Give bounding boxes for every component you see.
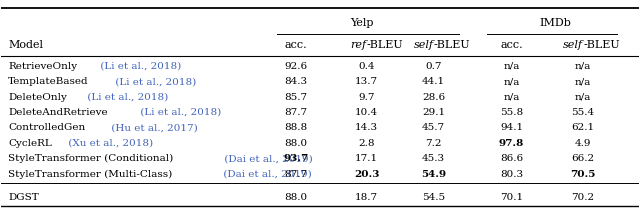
Text: -BLEU: -BLEU bbox=[434, 40, 470, 50]
Text: TemplateBased: TemplateBased bbox=[8, 77, 89, 86]
Text: 14.3: 14.3 bbox=[355, 123, 378, 132]
Text: StyleTransformer (Multi-Class): StyleTransformer (Multi-Class) bbox=[8, 169, 173, 179]
Text: CycleRL: CycleRL bbox=[8, 139, 52, 148]
Text: 0.7: 0.7 bbox=[426, 62, 442, 71]
Text: 93.7: 93.7 bbox=[283, 154, 308, 163]
Text: 70.5: 70.5 bbox=[570, 170, 596, 179]
Text: n/a: n/a bbox=[575, 62, 591, 71]
Text: ControlledGen: ControlledGen bbox=[8, 123, 86, 132]
Text: 54.5: 54.5 bbox=[422, 193, 445, 202]
Text: 92.6: 92.6 bbox=[284, 62, 307, 71]
Text: 84.3: 84.3 bbox=[284, 77, 307, 86]
Text: n/a: n/a bbox=[504, 62, 520, 71]
Text: n/a: n/a bbox=[575, 93, 591, 102]
Text: StyleTransformer (Conditional): StyleTransformer (Conditional) bbox=[8, 154, 173, 163]
Text: self: self bbox=[563, 40, 583, 50]
Text: 88.0: 88.0 bbox=[284, 139, 307, 148]
Text: ref: ref bbox=[351, 40, 367, 50]
Text: 97.8: 97.8 bbox=[499, 139, 524, 148]
Text: DeleteAndRetrieve: DeleteAndRetrieve bbox=[8, 108, 108, 117]
Text: 7.2: 7.2 bbox=[426, 139, 442, 148]
Text: (Hu et al., 2017): (Hu et al., 2017) bbox=[108, 123, 198, 132]
Text: 45.7: 45.7 bbox=[422, 123, 445, 132]
Text: 4.9: 4.9 bbox=[575, 139, 591, 148]
Text: Yelp: Yelp bbox=[349, 18, 373, 28]
Text: self: self bbox=[413, 40, 434, 50]
Text: 70.2: 70.2 bbox=[572, 193, 595, 202]
Text: n/a: n/a bbox=[575, 77, 591, 86]
Text: acc.: acc. bbox=[500, 40, 523, 50]
Text: (Xu et al., 2018): (Xu et al., 2018) bbox=[65, 139, 153, 148]
Text: (Li et al., 2018): (Li et al., 2018) bbox=[97, 62, 182, 71]
Text: (Li et al., 2018): (Li et al., 2018) bbox=[84, 93, 168, 102]
Text: n/a: n/a bbox=[504, 93, 520, 102]
Text: 62.1: 62.1 bbox=[572, 123, 595, 132]
Text: 87.7: 87.7 bbox=[284, 170, 307, 179]
Text: 9.7: 9.7 bbox=[358, 93, 375, 102]
Text: (Li et al., 2018): (Li et al., 2018) bbox=[136, 108, 221, 117]
Text: 45.3: 45.3 bbox=[422, 154, 445, 163]
Text: 85.7: 85.7 bbox=[284, 93, 307, 102]
Text: 70.1: 70.1 bbox=[500, 193, 523, 202]
Text: 17.1: 17.1 bbox=[355, 154, 378, 163]
Text: n/a: n/a bbox=[504, 77, 520, 86]
Text: (Dai et al., 2019): (Dai et al., 2019) bbox=[220, 170, 312, 179]
Text: IMDb: IMDb bbox=[539, 18, 571, 28]
Text: 29.1: 29.1 bbox=[422, 108, 445, 117]
Text: 86.6: 86.6 bbox=[500, 154, 523, 163]
Text: 80.3: 80.3 bbox=[500, 170, 523, 179]
Text: 10.4: 10.4 bbox=[355, 108, 378, 117]
Text: Model: Model bbox=[8, 40, 44, 50]
Text: 66.2: 66.2 bbox=[572, 154, 595, 163]
Text: (Dai et al., 2019): (Dai et al., 2019) bbox=[221, 154, 313, 163]
Text: -BLEU: -BLEU bbox=[367, 40, 403, 50]
Text: 28.6: 28.6 bbox=[422, 93, 445, 102]
Text: 88.0: 88.0 bbox=[284, 193, 307, 202]
Text: 55.4: 55.4 bbox=[572, 108, 595, 117]
Text: 0.4: 0.4 bbox=[358, 62, 375, 71]
Text: (Li et al., 2018): (Li et al., 2018) bbox=[112, 77, 196, 86]
Text: 54.9: 54.9 bbox=[421, 170, 446, 179]
Text: 87.7: 87.7 bbox=[284, 108, 307, 117]
Text: 94.1: 94.1 bbox=[500, 123, 523, 132]
Text: 20.3: 20.3 bbox=[354, 170, 380, 179]
Text: RetrieveOnly: RetrieveOnly bbox=[8, 62, 77, 71]
Text: 55.8: 55.8 bbox=[500, 108, 523, 117]
Text: -BLEU: -BLEU bbox=[583, 40, 620, 50]
Text: 88.8: 88.8 bbox=[284, 123, 307, 132]
Text: 2.8: 2.8 bbox=[358, 139, 375, 148]
Text: acc.: acc. bbox=[284, 40, 307, 50]
Text: 13.7: 13.7 bbox=[355, 77, 378, 86]
Text: 44.1: 44.1 bbox=[422, 77, 445, 86]
Text: DeleteOnly: DeleteOnly bbox=[8, 93, 67, 102]
Text: 18.7: 18.7 bbox=[355, 193, 378, 202]
Text: DGST: DGST bbox=[8, 193, 39, 202]
